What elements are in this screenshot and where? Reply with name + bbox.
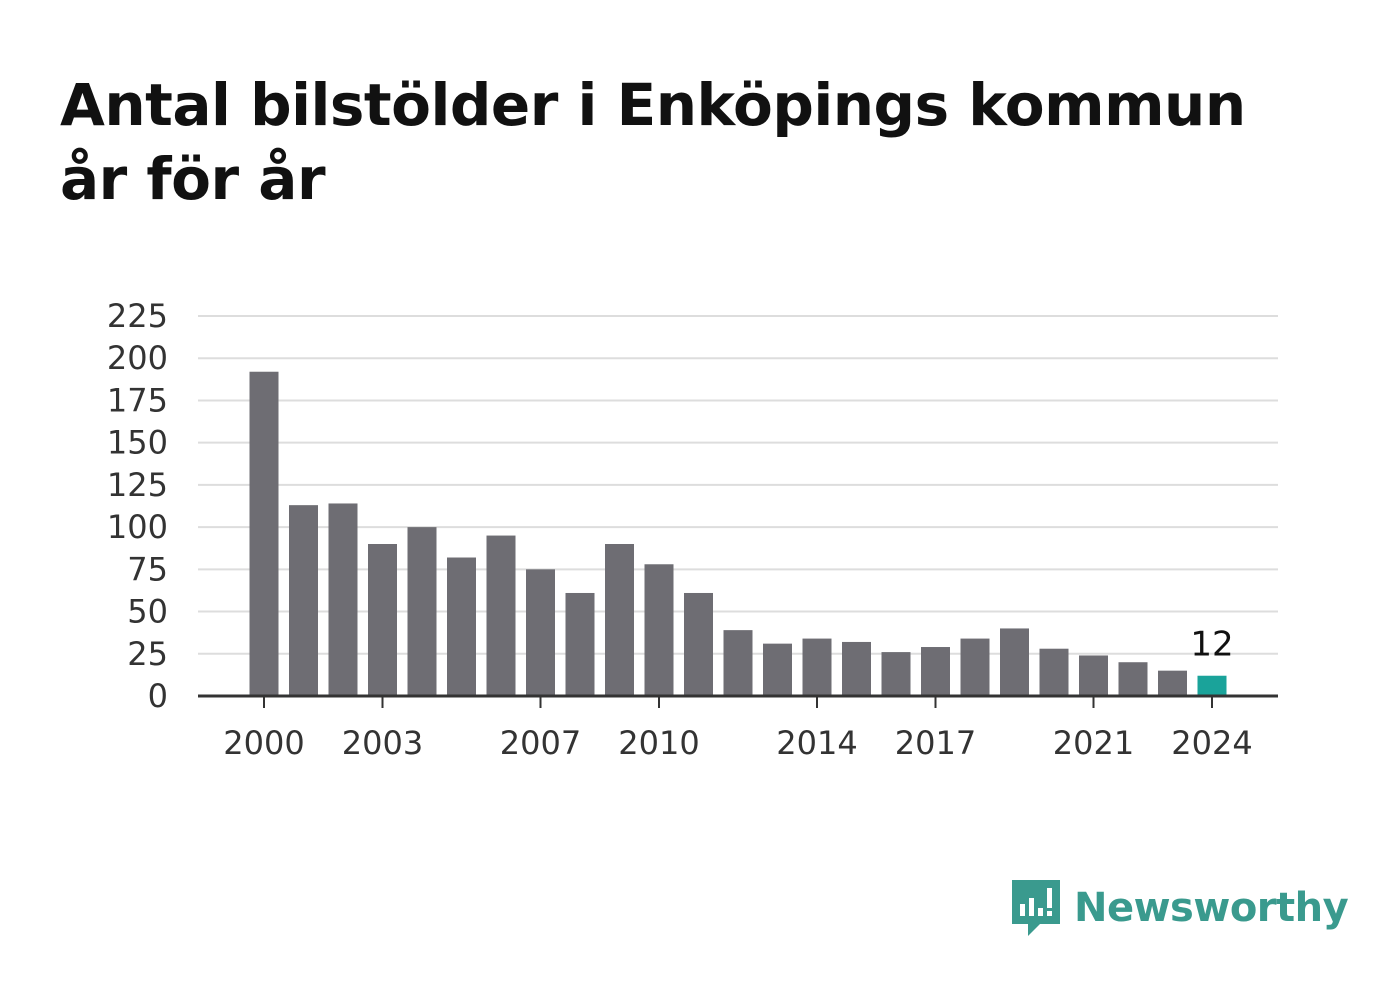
y-tick-label: 200 xyxy=(107,339,168,377)
newsworthy-logo-icon xyxy=(1012,880,1060,936)
bar-2021 xyxy=(1079,655,1108,696)
y-tick-label: 50 xyxy=(127,593,168,631)
annotations: 12 xyxy=(1190,625,1233,665)
bar-2000 xyxy=(249,371,279,696)
logo-text: Newsworthy xyxy=(1074,885,1349,931)
y-tick-label: 75 xyxy=(127,550,168,588)
y-tick-label: 0 xyxy=(148,677,168,715)
newsworthy-logo: Newsworthy xyxy=(1010,878,1349,938)
y-tick-label: 100 xyxy=(107,508,168,546)
bar-2011 xyxy=(684,592,713,696)
bar-2016 xyxy=(881,652,911,696)
x-tick-label: 2007 xyxy=(500,724,581,762)
bar-2008 xyxy=(565,592,595,696)
bar-2015 xyxy=(842,641,871,696)
y-axis: 0 25 50 75 100 125 150 175 200 225 xyxy=(107,297,168,715)
bar-2004 xyxy=(407,527,437,696)
bar-2017 xyxy=(921,647,950,696)
x-tick-label: 2000 xyxy=(223,724,304,762)
y-tick-label: 175 xyxy=(107,381,168,419)
x-tick-label: 2003 xyxy=(342,724,423,762)
bar-2002 xyxy=(328,503,358,696)
x-axis: 2000 2003 2007 2010 2014 2017 2021 2024 xyxy=(198,694,1278,762)
bar-2023 xyxy=(1158,670,1187,696)
bar-2014 xyxy=(802,638,832,696)
bar-2003 xyxy=(368,544,397,696)
y-tick-label: 225 xyxy=(107,297,168,335)
bar-value-label: 12 xyxy=(1190,625,1233,665)
x-tick-label: 2014 xyxy=(776,724,857,762)
y-tick-label: 125 xyxy=(107,466,168,504)
bar-2001 xyxy=(289,505,318,696)
bar-2013 xyxy=(763,643,792,696)
bars xyxy=(249,371,1227,696)
grid-lines xyxy=(198,315,1278,655)
bar-2010 xyxy=(644,564,674,696)
y-tick-label: 150 xyxy=(107,424,168,462)
bar-2018 xyxy=(960,638,990,696)
x-tick-label: 2021 xyxy=(1053,724,1134,762)
bar-2007 xyxy=(526,569,555,696)
bar-2020 xyxy=(1039,648,1069,696)
x-tick-label: 2010 xyxy=(618,724,699,762)
y-tick-label: 25 xyxy=(127,635,168,673)
bar-2022 xyxy=(1118,662,1148,696)
bar-2024 xyxy=(1197,675,1227,696)
chart-title: Antal bilstölder i Enköpings kommun år f… xyxy=(60,71,1246,213)
x-tick-label: 2017 xyxy=(895,724,976,762)
bar-2005 xyxy=(447,557,476,696)
bar-2006 xyxy=(486,535,516,696)
bar-2019 xyxy=(1000,628,1029,696)
bar-2009 xyxy=(605,544,634,696)
bar-2012 xyxy=(723,630,753,696)
x-tick-label: 2024 xyxy=(1171,724,1252,762)
